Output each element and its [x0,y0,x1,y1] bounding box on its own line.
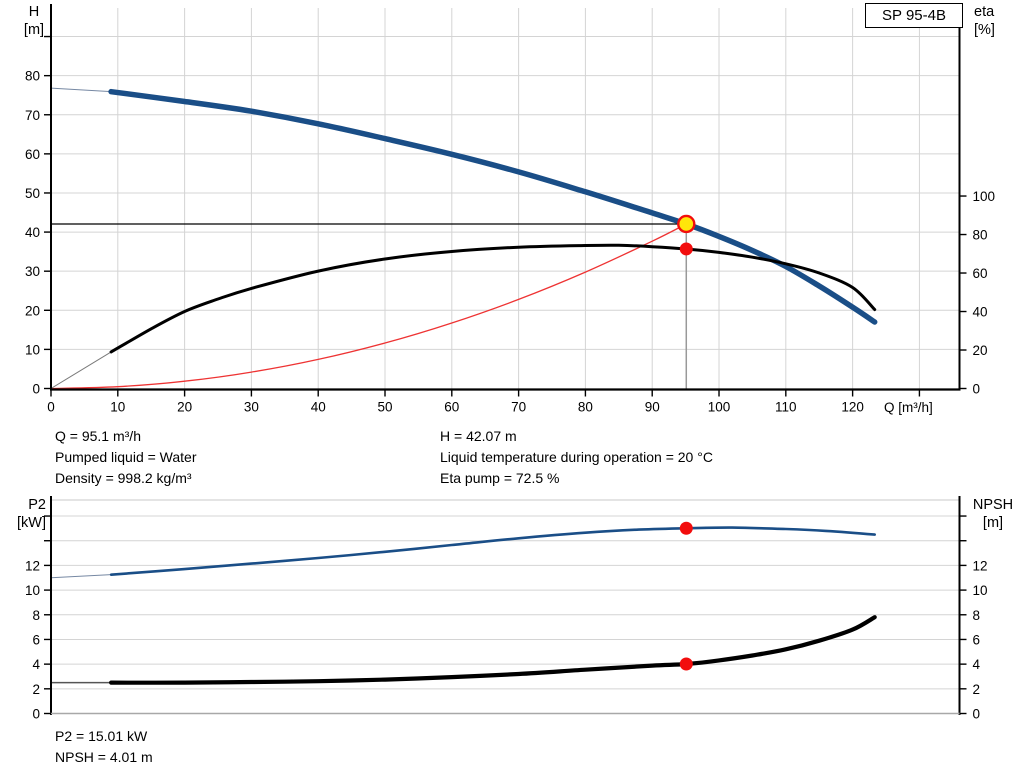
curve-pump-curve-lead [50,87,112,93]
eta-axis-label-unit: [%] [974,22,995,38]
duty-point-marker [677,214,696,234]
p2-axis-label-unit: [kW] [17,515,46,531]
npsh-axis-label-unit: [m] [982,515,1004,531]
tick-label: 30 [244,400,259,415]
tick-label: 6 [973,632,981,647]
tick-label: 40 [25,225,40,240]
tick-label: 70 [25,108,40,123]
duty-info-right: H = 42.07 m Liquid temperature during op… [440,426,713,489]
tick-label: 4 [32,657,40,672]
tick-label: 50 [25,186,40,201]
tick-label: 30 [25,264,40,279]
density-text: Density = 998.2 kg/m³ [55,470,192,486]
tick-label: 100 [973,189,996,204]
h-axis-label-unit: [m] [23,22,45,38]
npsh-axis-label-symbol: NPSH [972,497,1014,513]
h-axis-label: H [m] [14,3,54,39]
tick-label: 2 [973,682,981,697]
tick-label: 40 [311,400,326,415]
curve-npsh-curve [109,615,877,685]
tick-label: 60 [973,266,988,281]
tick-label: 80 [578,400,593,415]
tick-label: 8 [32,608,40,623]
tick-label: 10 [25,342,40,357]
curve-efficiency-curve [109,243,877,354]
tick-label: 80 [973,228,988,243]
tick-label: 4 [973,657,981,672]
tick-label: 60 [25,147,40,162]
tick-label: 70 [511,400,526,415]
tick-label: 6 [32,632,40,647]
tick-label: 12 [973,558,988,573]
p2-axis-label: P2 [kW] [0,496,46,532]
duty-q-text: Q = 95.1 m³/h [55,428,141,444]
tick-label: 8 [973,608,981,623]
eta-pump-text: Eta pump = 72.5 % [440,470,560,486]
q-axis-unit-label: Q [m³/h] [884,400,933,415]
tick-label: 0 [32,382,40,397]
duty-info-left: Q = 95.1 m³/h Pumped liquid = Water Dens… [55,426,197,489]
tick-label: 20 [973,343,988,358]
tick-label: 110 [775,400,797,415]
eta-point-marker [679,242,693,256]
tick-label: 80 [25,69,40,84]
p2-value-text: P2 = 15.01 kW [55,728,148,744]
tick-label: 0 [973,707,981,722]
tick-label: 10 [973,583,988,598]
tick-label: 100 [708,400,731,415]
curve-system-curve [50,223,687,390]
curve-pump-curve [108,88,878,325]
p2-point-marker [679,521,693,535]
tick-label: 120 [841,400,864,415]
duty-h-text: H = 42.07 m [440,428,517,444]
tick-label: 40 [973,305,988,320]
curve-p2-curve [109,526,876,576]
npsh-value-text: NPSH = 4.01 m [55,749,153,765]
tick-label: 12 [25,558,40,573]
npsh-axis-label: NPSH [m] [964,496,1022,532]
eta-axis-label: eta [%] [974,3,1020,39]
pump-model-badge: SP 95-4B [865,3,963,28]
tick-label: 20 [177,400,192,415]
tick-label: 0 [973,382,981,397]
pumped-liquid-text: Pumped liquid = Water [55,449,197,465]
curve-p2-curve-lead [50,574,112,579]
tick-label: 90 [645,400,660,415]
tick-label: 50 [377,400,392,415]
p2-axis-label-symbol: P2 [28,497,46,513]
tick-label: 10 [110,400,125,415]
tick-label: 2 [32,682,40,697]
eta-axis-label-symbol: eta [974,4,995,20]
liquid-temperature-text: Liquid temperature during operation = 20… [440,449,713,465]
curve-efficiency-curve-lead [50,351,112,389]
tick-label: 10 [25,583,40,598]
tick-label: 60 [444,400,459,415]
tick-label: 0 [47,400,55,415]
npsh-point-marker [679,657,693,671]
tick-label: 0 [32,707,40,722]
tick-label: 20 [25,303,40,318]
h-axis-label-symbol: H [28,4,40,20]
power-npsh-info: P2 = 15.01 kW NPSH = 4.01 m [55,726,153,768]
